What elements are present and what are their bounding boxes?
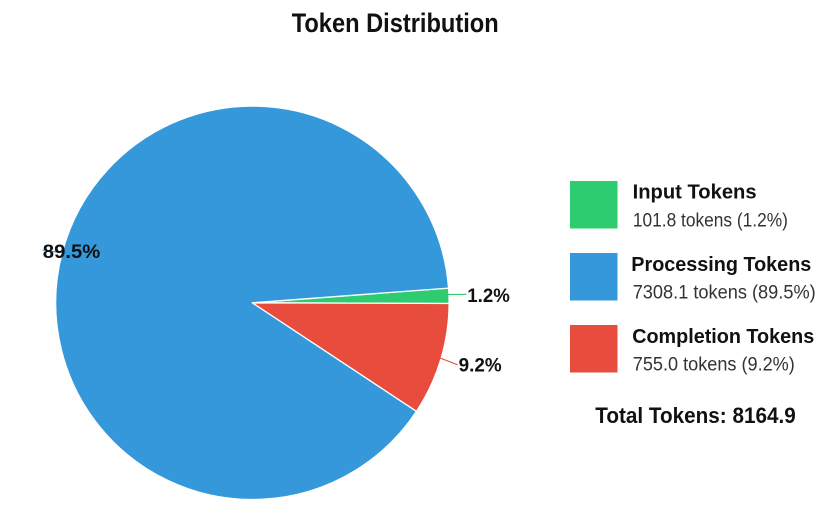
svg-text:9.2%: 9.2% [459, 356, 502, 377]
svg-text:7308.1 tokens (89.5%): 7308.1 tokens (89.5%) [633, 282, 816, 303]
svg-text:89.5%: 89.5% [43, 242, 101, 263]
svg-text:Total Tokens: 8164.9: Total Tokens: 8164.9 [595, 403, 796, 428]
svg-text:1.2%: 1.2% [467, 286, 510, 307]
svg-text:755.0 tokens (9.2%): 755.0 tokens (9.2%) [633, 355, 795, 376]
svg-text:101.8 tokens (1.2%): 101.8 tokens (1.2%) [633, 211, 788, 232]
svg-text:Input Tokens: Input Tokens [633, 182, 757, 204]
svg-text:Completion Tokens: Completion Tokens [632, 326, 814, 348]
svg-text:Processing Tokens: Processing Tokens [631, 254, 811, 276]
svg-text:Token Distribution: Token Distribution [292, 8, 499, 38]
